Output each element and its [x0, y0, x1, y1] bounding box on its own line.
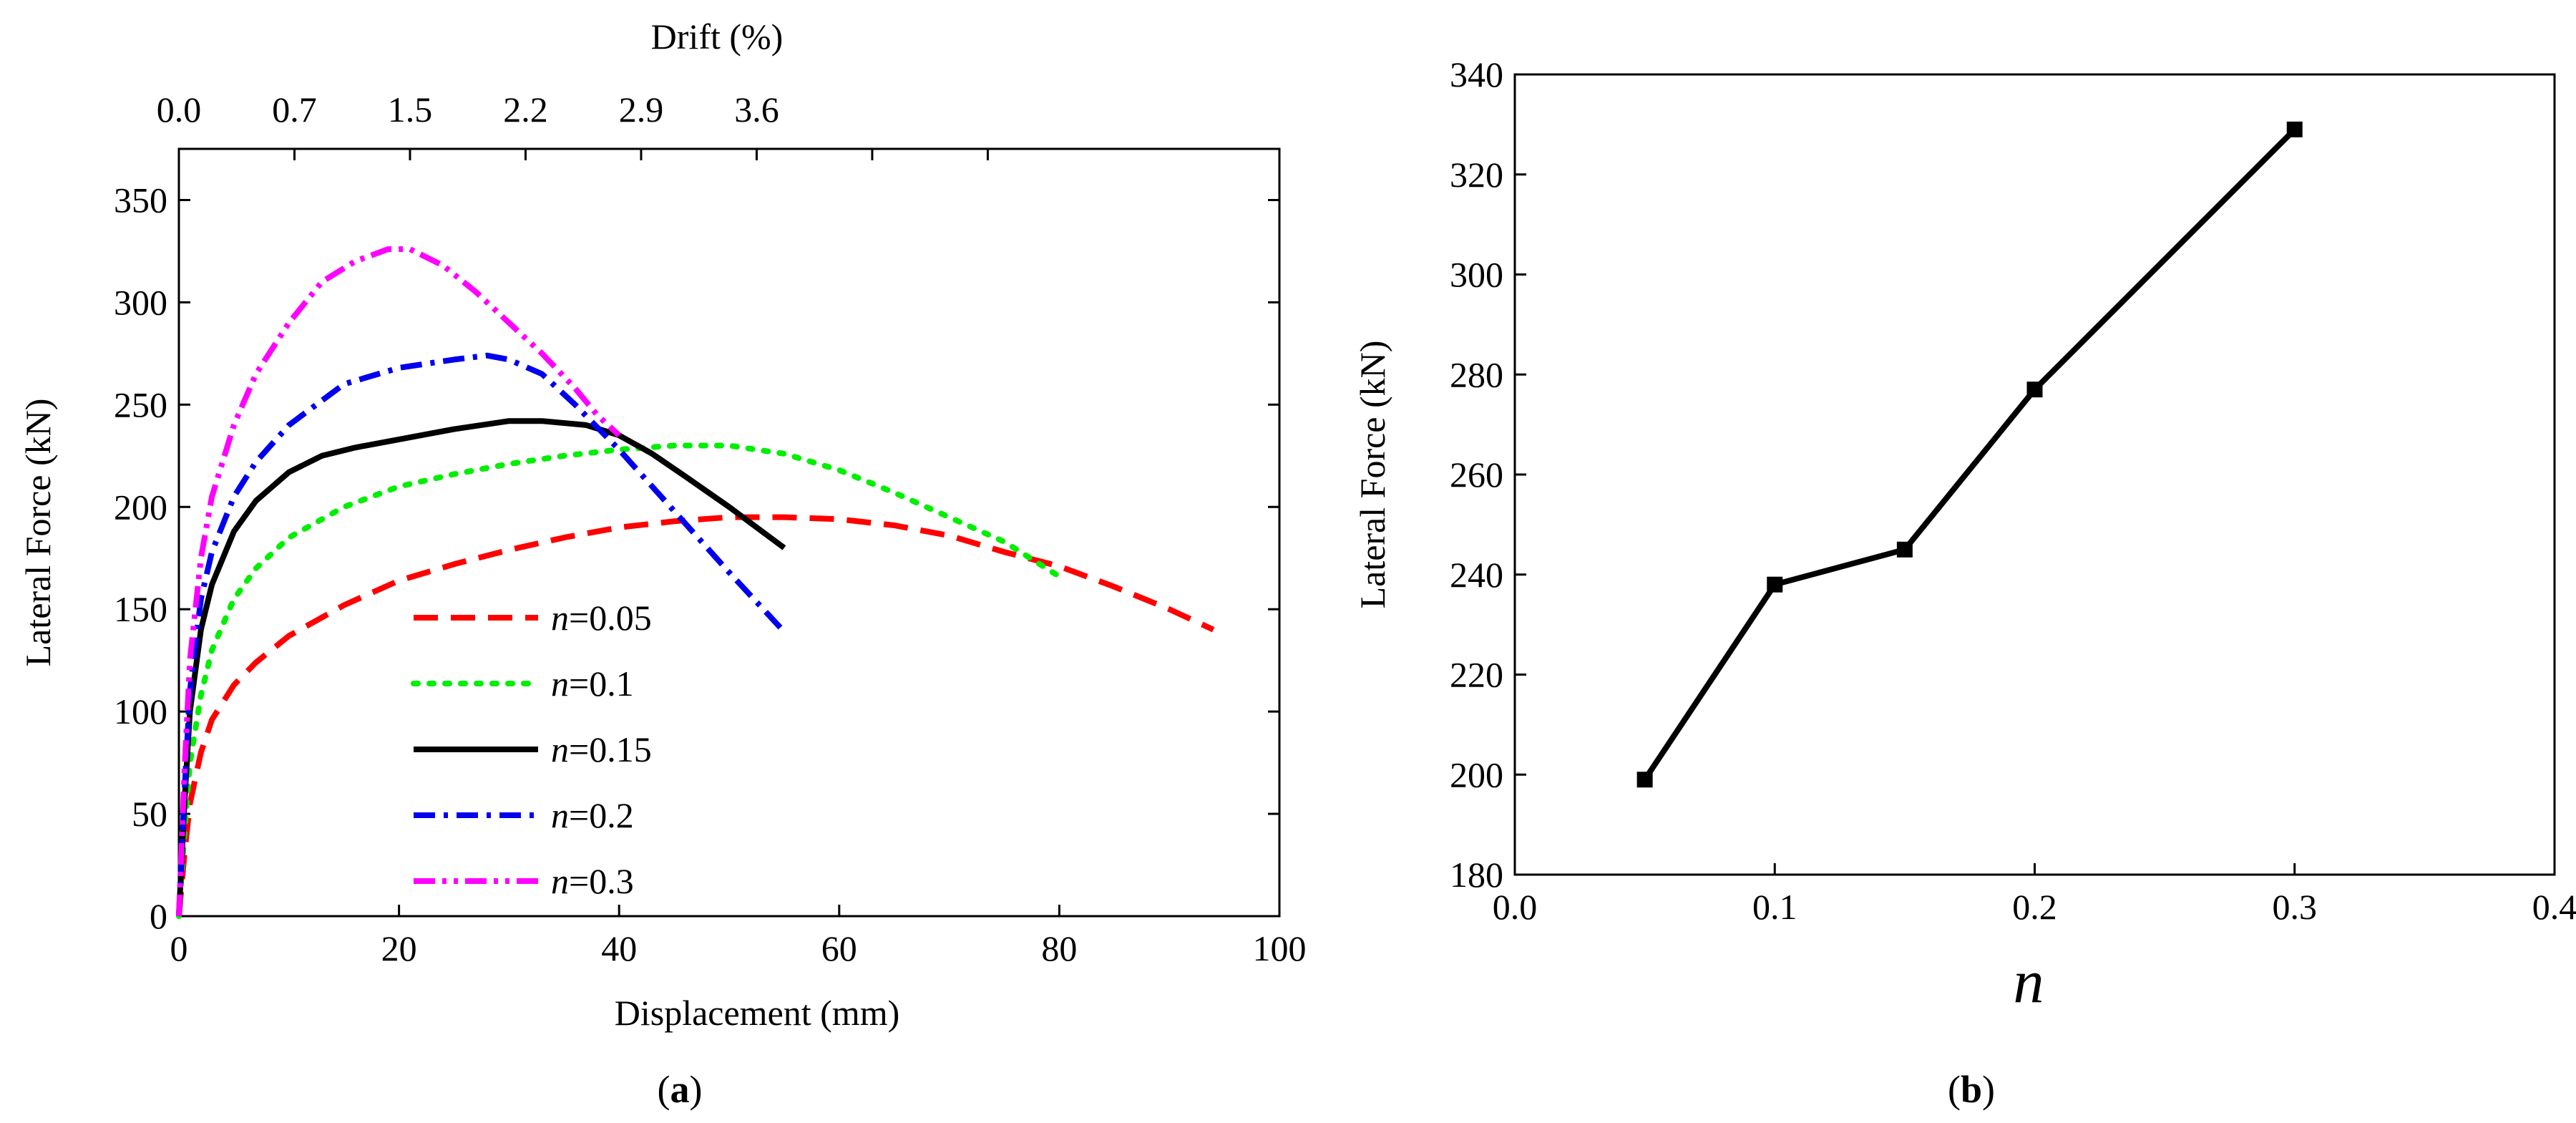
- legend-label: n=0.15: [551, 729, 652, 769]
- data-point: [1896, 541, 1913, 558]
- y-tick-label: 220: [1450, 655, 1503, 695]
- top-tick-label: 0.7: [272, 89, 317, 130]
- y-tick-label: 250: [114, 384, 167, 424]
- y-tick-label: 340: [1450, 54, 1503, 94]
- legend-label: n=0.05: [551, 598, 652, 638]
- panel-a-x-ticks: 0 20 40 60 80 100: [170, 905, 1307, 968]
- panel-a-top-axis-title: Drift (%): [651, 16, 784, 57]
- top-tick-label: 1.5: [388, 89, 433, 130]
- series-line: [176, 514, 1215, 917]
- panel-b-plot-frame: [1513, 73, 2556, 876]
- y-tick-label: 0: [150, 896, 167, 936]
- data-point: [2286, 121, 2303, 137]
- panel-a-series-group: [176, 246, 1215, 919]
- panel-a-y-axis-title: Lateral Force (kN): [18, 399, 58, 667]
- x-tick-label: 0.0: [1493, 887, 1538, 927]
- data-point: [2026, 381, 2043, 398]
- top-tick-label: 2.2: [503, 89, 548, 130]
- top-tick-label: 0.0: [157, 89, 202, 130]
- x-tick-label: 0.1: [1752, 887, 1797, 927]
- panel-a-top-ticks: 0.0 0.7 1.5 2.2 2.9 3.6: [157, 89, 989, 160]
- legend-label: n=0.2: [551, 795, 634, 835]
- x-tick-label: 0.3: [2273, 887, 2318, 927]
- y-tick-label: 320: [1450, 155, 1503, 195]
- panel-a-y-ticks: 0 50 100 150 200 250 300 350: [114, 180, 190, 936]
- panel-a-caption-letter: a: [670, 1068, 690, 1111]
- panel-b-caption-letter: b: [1961, 1068, 1982, 1111]
- x-tick-label: 0: [170, 928, 188, 968]
- series-line: [176, 418, 786, 917]
- series-line: [176, 442, 1063, 919]
- y-tick-label: 300: [114, 282, 167, 322]
- panel-a-right-ticks: [1268, 198, 1279, 918]
- series-line: [1642, 127, 2297, 782]
- panel-b-chart: 0.0 0.1 0.2 0.3 0.4 180 200 220 240 260 280 300 320…: [1352, 54, 2576, 1111]
- top-tick-label: 3.6: [734, 89, 779, 130]
- panel-b-y-axis-title: Lateral Force (kN): [1352, 341, 1392, 609]
- y-tick-label: 300: [1450, 255, 1503, 295]
- data-point: [1767, 576, 1783, 593]
- top-tick-label: 2.9: [619, 89, 664, 130]
- panel-a-caption: (a): [658, 1068, 703, 1111]
- x-tick-label: 0.4: [2532, 887, 2576, 927]
- panel-b-x-axis-title: n: [2014, 947, 2044, 1016]
- panel-b-y-ticks: 180 200 220 240 260 280 300 320 340: [1450, 54, 1526, 895]
- y-tick-label: 280: [1450, 354, 1503, 394]
- y-tick-label: 180: [1450, 855, 1503, 895]
- panel-b-series-group: [1636, 121, 2303, 788]
- legend-label: n=0.3: [551, 861, 634, 901]
- y-tick-label: 100: [114, 691, 167, 731]
- y-tick-label: 260: [1450, 454, 1503, 495]
- x-tick-label: 0.2: [2012, 887, 2057, 927]
- y-tick-label: 200: [114, 487, 167, 527]
- data-point: [1636, 772, 1653, 788]
- x-tick-label: 100: [1253, 928, 1307, 968]
- x-tick-label: 80: [1041, 928, 1077, 968]
- y-tick-label: 50: [132, 794, 167, 834]
- series-line: [176, 246, 621, 917]
- legend: n=0.05 n=0.1 n=0.15 n=0.2 n=0.3: [411, 598, 652, 901]
- panel-a-x-axis-title: Displacement (mm): [615, 993, 900, 1033]
- series-line: [176, 352, 786, 917]
- panel-b-caption: (b): [1948, 1068, 1995, 1111]
- y-tick-label: 150: [114, 589, 167, 629]
- legend-label: n=0.1: [551, 663, 634, 704]
- x-tick-label: 60: [821, 928, 857, 968]
- panel-a-plot-frame: [177, 147, 1281, 918]
- y-tick-label: 200: [1450, 754, 1503, 794]
- panel-b-x-ticks: 0.0 0.1 0.2 0.3 0.4: [1493, 863, 2576, 927]
- y-tick-label: 350: [114, 180, 167, 220]
- y-tick-label: 240: [1450, 555, 1503, 595]
- x-tick-label: 20: [381, 928, 417, 968]
- x-tick-label: 40: [601, 928, 637, 968]
